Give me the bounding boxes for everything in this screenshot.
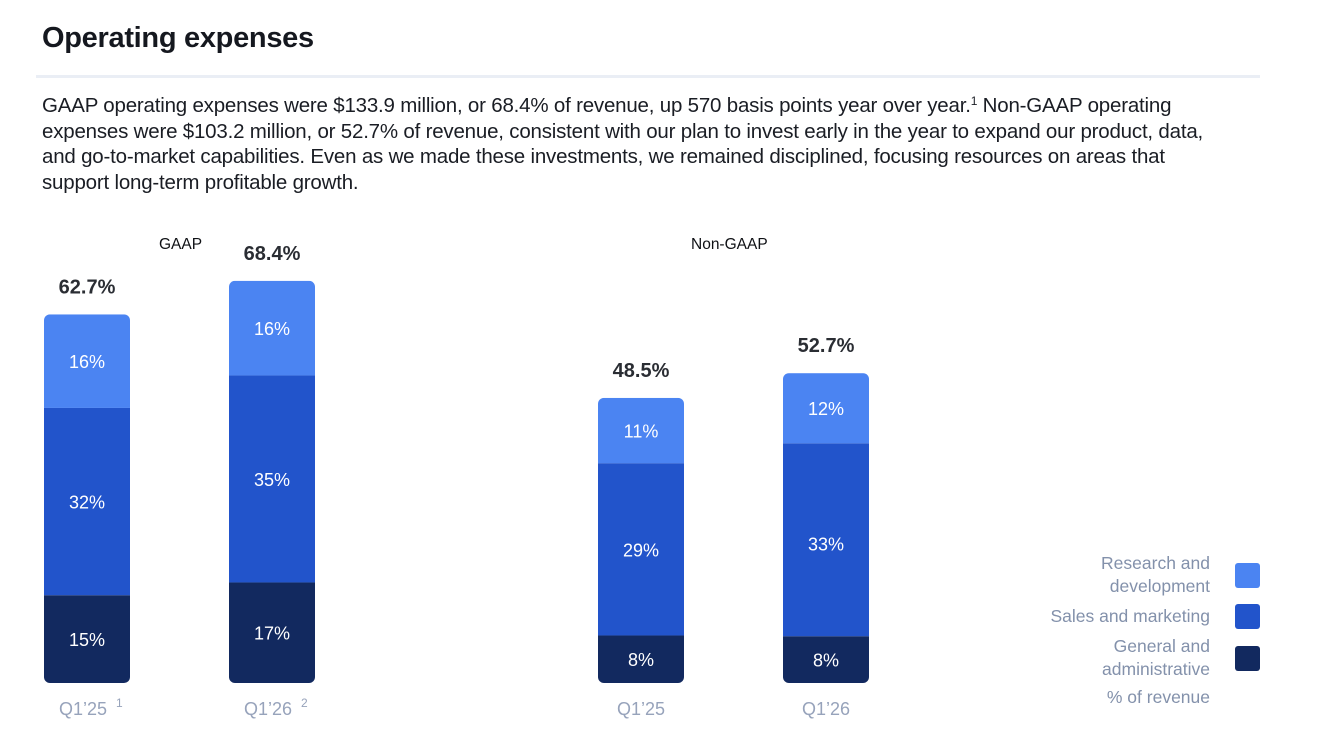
bar-total-label: 62.7%	[59, 276, 116, 298]
bar-total-label: 68.4%	[244, 243, 301, 265]
legend-label: development	[1109, 576, 1210, 596]
category-footnote-marker: 2	[301, 696, 308, 710]
category-label: Q1’26	[802, 699, 850, 719]
segment-value-label: 17%	[254, 624, 290, 644]
bar-segment-sales-and-marketing	[783, 443, 869, 637]
bar-total-label: 48.5%	[613, 360, 670, 382]
legend-label: administrative	[1102, 659, 1210, 679]
bar-segment-general-and-administrative	[783, 636, 869, 683]
summary-text-part2: Non-GAAP operating expenses were $103.2 …	[42, 94, 1204, 194]
category-label: Q1’25	[617, 699, 665, 719]
panel-title-non-gaap: Non-GAAP	[691, 236, 768, 253]
segment-value-label: 35%	[254, 470, 290, 490]
segment-value-label: 16%	[254, 319, 290, 339]
segment-value-label: 32%	[69, 493, 105, 513]
segment-value-label: 8%	[813, 651, 839, 671]
bar-stack-non-gaap-1	[783, 373, 869, 683]
bar-segment-sales-and-marketing	[598, 463, 684, 636]
bar-segment-research-and-development	[783, 373, 869, 444]
segment-value-label: 11%	[624, 421, 659, 441]
legend-label: Research and	[1101, 553, 1210, 573]
legend-item-sales-and-marketing: Sales and marketing	[960, 604, 1260, 629]
bar-stack-gaap-0	[44, 314, 130, 683]
bar-total-label: 52.7%	[798, 335, 855, 357]
bar-segment-general-and-administrative	[44, 595, 130, 683]
footnote-marker: 1	[970, 94, 978, 108]
chart-legend: Research and development Sales and marke…	[960, 552, 1260, 708]
legend-swatch-sales-and-marketing	[1235, 604, 1260, 629]
summary-paragraph: GAAP operating expenses were $133.9 mill…	[42, 93, 1232, 195]
bar-segment-general-and-administrative	[598, 635, 684, 683]
bar-segment-sales-and-marketing	[229, 375, 315, 583]
section-title: Operating expenses	[42, 22, 314, 54]
legend-item-general-and-administrative: General and administrative	[960, 635, 1260, 681]
summary-text-part1: GAAP operating expenses were $133.9 mill…	[42, 94, 971, 117]
legend-unit-note: % of revenue	[1106, 687, 1210, 707]
category-footnote-marker: 1	[116, 696, 123, 710]
category-label: Q1’25	[59, 699, 107, 719]
bar-segment-research-and-development	[598, 397, 684, 464]
title-divider	[36, 75, 1260, 78]
bar-stack-gaap-1	[229, 280, 315, 683]
bar-segment-general-and-administrative	[229, 582, 315, 683]
bar-segment-sales-and-marketing	[44, 407, 130, 596]
bar-segment-research-and-development	[229, 280, 315, 376]
segment-value-label: 8%	[628, 650, 654, 670]
category-label: Q1’26	[244, 699, 292, 719]
legend-swatch-general-and-administrative	[1235, 645, 1260, 671]
segment-value-label: 15%	[69, 630, 105, 650]
legend-item-research-and-development: Research and development	[960, 552, 1260, 598]
segment-value-label: 33%	[808, 535, 844, 555]
segment-value-label: 16%	[69, 352, 105, 372]
legend-swatch-research-and-development	[1235, 562, 1260, 588]
segment-value-label: 29%	[623, 540, 659, 560]
panel-title-gaap: GAAP	[159, 236, 203, 253]
legend-label: General and	[1113, 636, 1210, 656]
legend-label: Sales and marketing	[1050, 606, 1210, 626]
segment-value-label: 12%	[808, 399, 844, 419]
bar-stack-non-gaap-0	[598, 397, 684, 683]
bar-segment-research-and-development	[44, 314, 130, 408]
